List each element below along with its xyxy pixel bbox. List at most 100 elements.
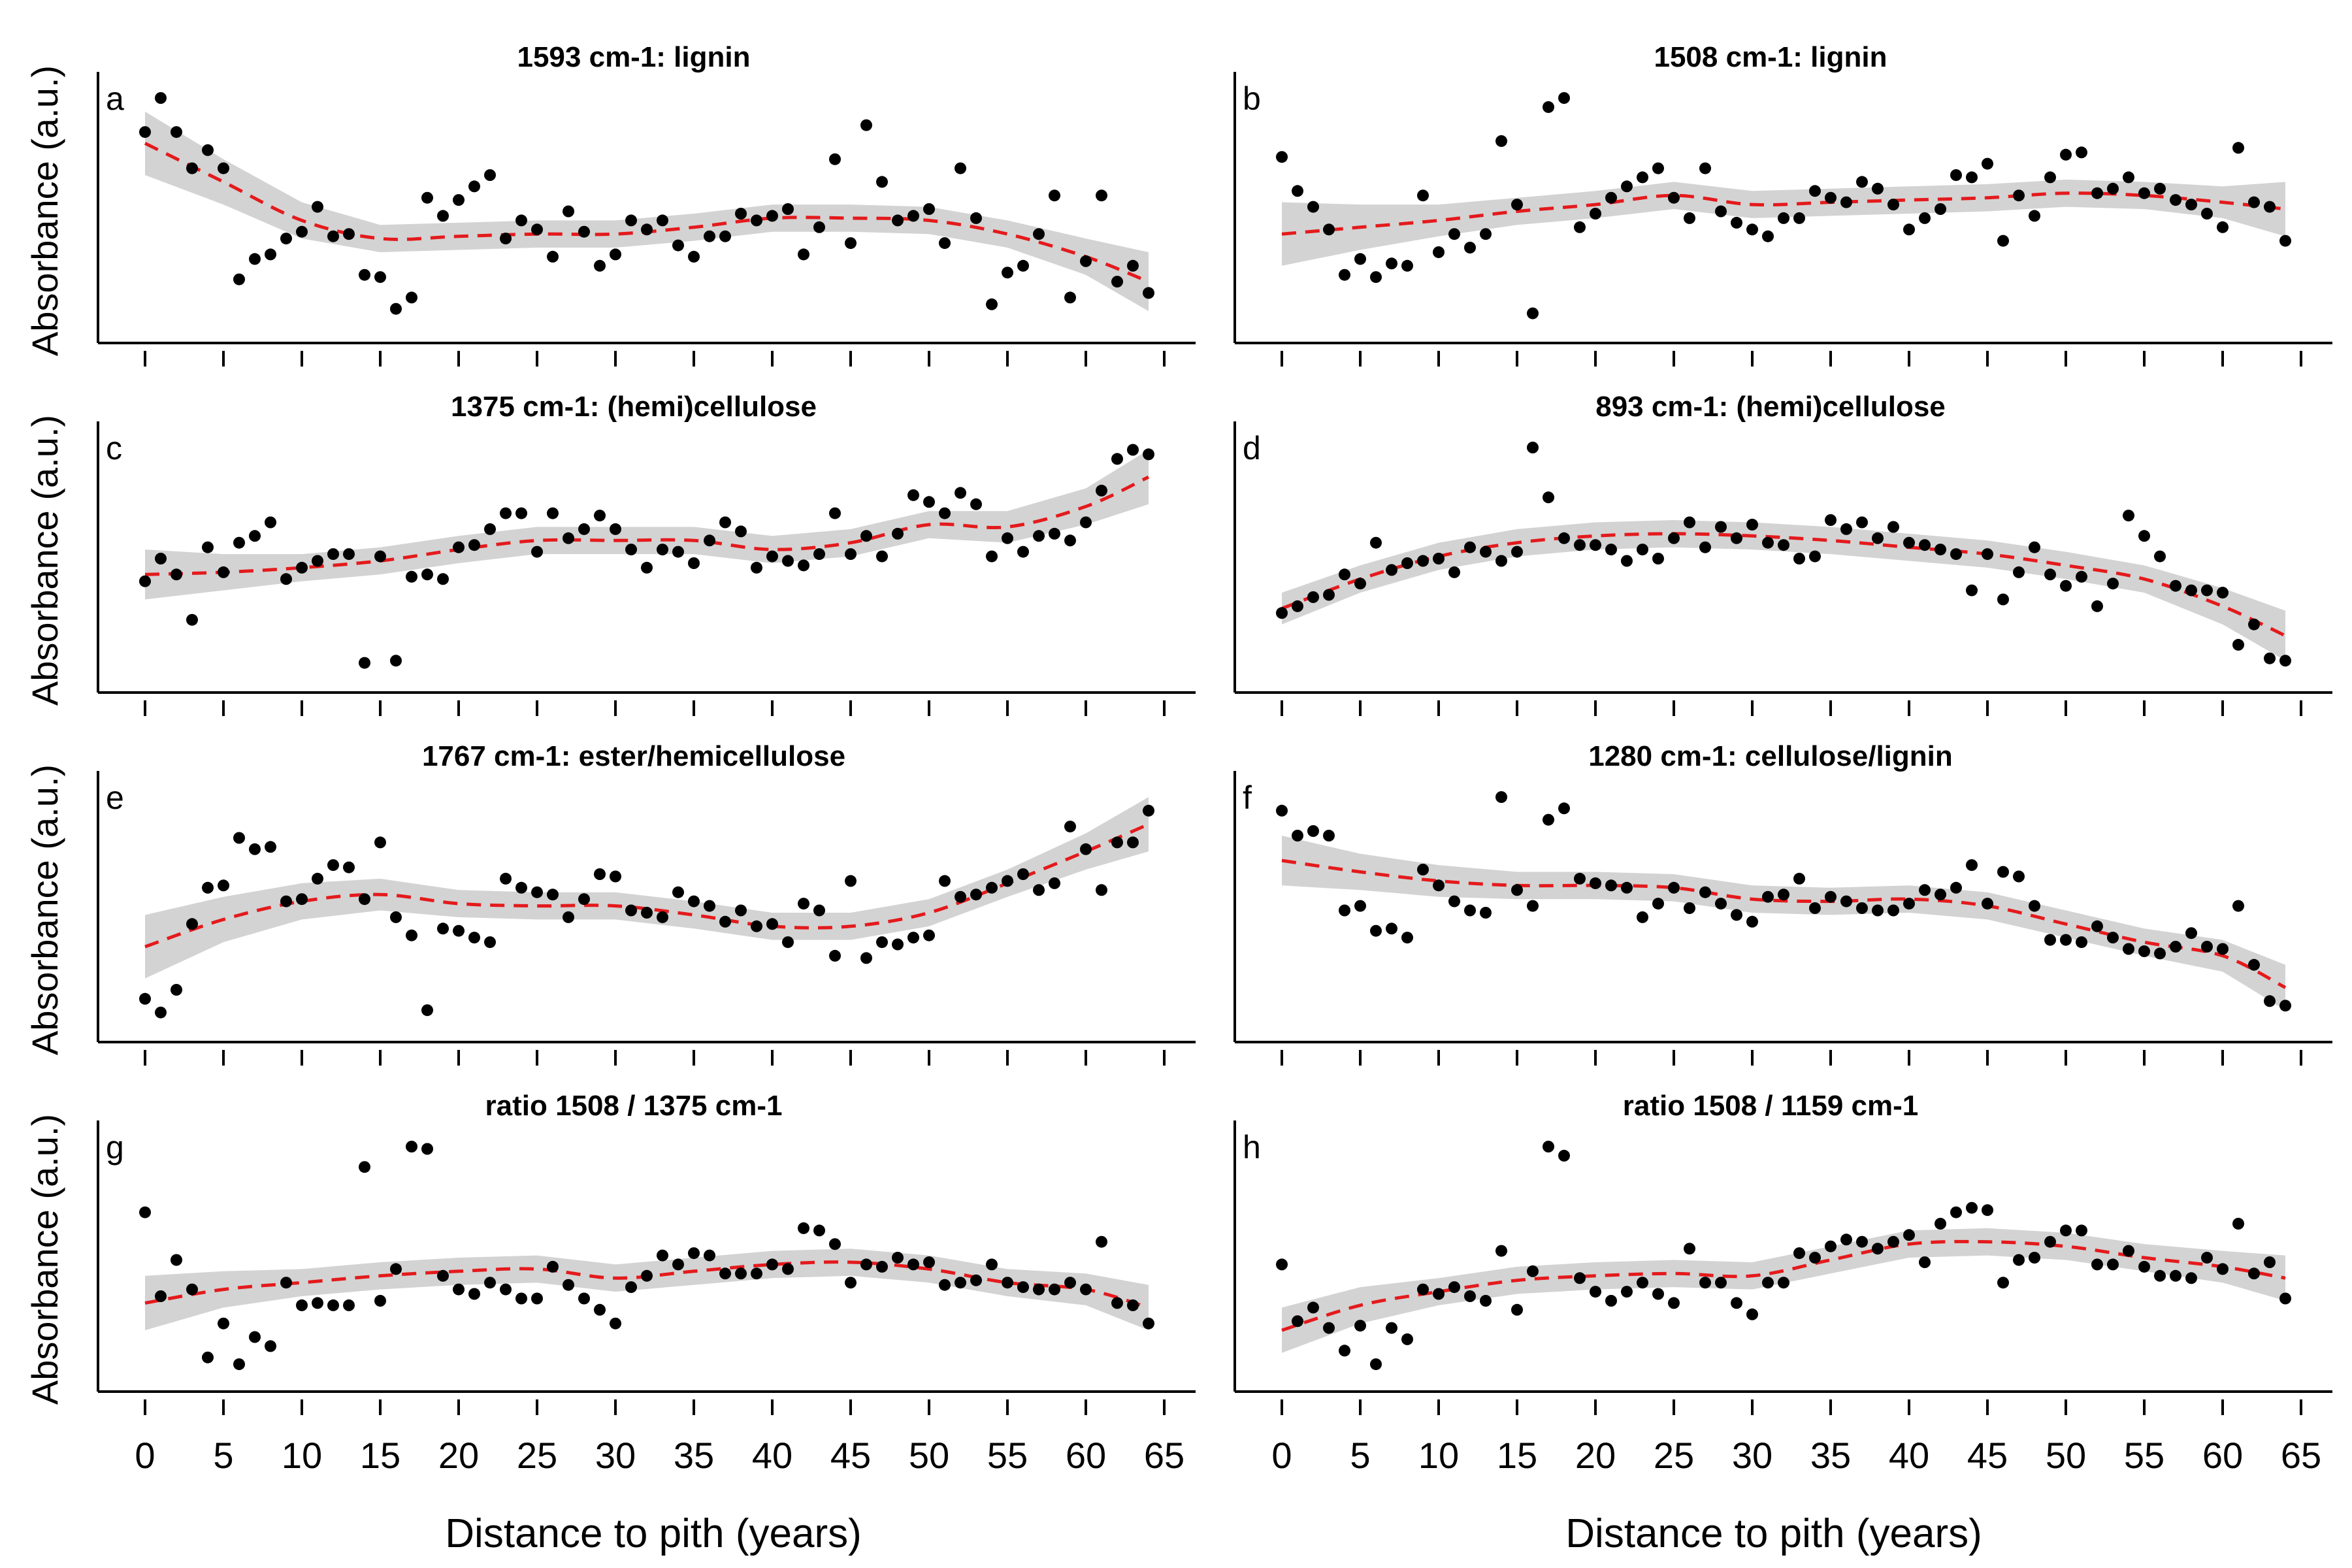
data-point (1002, 267, 1013, 279)
data-point (1872, 904, 1884, 917)
data-point (2107, 1258, 2119, 1271)
data-point (1590, 877, 1601, 889)
data-point (1017, 868, 1029, 880)
data-point (1950, 1206, 1962, 1218)
data-point (171, 984, 182, 996)
data-point (923, 1256, 935, 1268)
panel-b: 1508 cm-1: lignin b (1233, 41, 2332, 367)
data-point (233, 832, 245, 844)
data-point (1511, 546, 1523, 558)
data-point (2264, 1256, 2276, 1268)
data-point (719, 915, 731, 928)
data-point (1276, 607, 1288, 619)
data-point (1715, 205, 1727, 218)
data-point (515, 881, 527, 894)
data-point (1825, 191, 1837, 204)
data-point (1668, 881, 1680, 894)
data-point (1903, 536, 1915, 549)
data-point (2279, 235, 2291, 247)
data-point (1621, 881, 1633, 894)
data-point (1903, 223, 1915, 236)
data-point (374, 1295, 386, 1307)
data-point (892, 938, 904, 951)
x-tick-label: 40 (752, 1435, 792, 1476)
data-point (1307, 201, 1319, 213)
data-point (1558, 532, 1570, 544)
data-point (1637, 1277, 1648, 1289)
data-point (1746, 915, 1758, 928)
data-point (578, 893, 590, 906)
x-tick-label: 55 (987, 1435, 1028, 1476)
data-point (2123, 171, 2134, 184)
data-point (374, 550, 386, 563)
data-point (1448, 895, 1460, 907)
data-point (2060, 934, 2072, 946)
data-point (1511, 199, 1523, 211)
data-point (500, 1283, 512, 1296)
data-point (672, 1258, 684, 1271)
data-point (860, 119, 872, 131)
data-point (782, 1263, 794, 1275)
y-axis-label: Absorbance (a.u.) (24, 415, 65, 706)
data-point (1872, 1243, 1884, 1255)
data-point (1982, 157, 1993, 170)
data-point (1809, 1252, 1821, 1264)
confidence-band (1282, 179, 2285, 266)
data-point (1292, 830, 1303, 841)
data-point (672, 886, 684, 898)
data-point (327, 859, 339, 872)
data-point (2076, 1224, 2087, 1237)
data-point (437, 923, 449, 935)
data-point (1064, 821, 1076, 833)
data-point (1527, 442, 1539, 453)
data-point (876, 176, 888, 188)
data-point (265, 841, 276, 853)
data-point (202, 1351, 214, 1364)
data-point (2060, 1224, 2072, 1237)
data-point (1731, 1297, 1742, 1309)
data-point (2248, 196, 2260, 208)
data-point (453, 1283, 465, 1296)
data-point (1966, 859, 1978, 872)
data-point (829, 949, 841, 962)
data-point (280, 233, 292, 245)
y-axis-label: Absorbance (a.u.) (24, 1114, 65, 1405)
data-point (265, 248, 276, 261)
panel-title: 1508 cm-1: lignin (1654, 41, 1887, 73)
data-point (907, 210, 919, 222)
panel-title: 1375 cm-1: (hemi)cellulose (451, 391, 817, 423)
data-point (798, 898, 809, 910)
data-point (468, 1288, 480, 1300)
panel-title: ratio 1508 / 1159 cm-1 (1623, 1090, 1919, 1122)
data-point (1919, 539, 1931, 551)
data-point (1605, 191, 1617, 204)
data-point (986, 1258, 998, 1271)
x-tick-label: 65 (1144, 1435, 1184, 1476)
data-point (1401, 259, 1413, 272)
data-point (1793, 1247, 1805, 1260)
data-point (1919, 884, 1931, 896)
data-point (280, 573, 292, 585)
data-point (1935, 544, 1946, 556)
data-point (2154, 1269, 2166, 1282)
data-point (1652, 553, 1664, 564)
data-point (1386, 923, 1397, 935)
data-point (1840, 196, 1852, 208)
panel-label: g (106, 1129, 124, 1166)
data-point (1495, 1245, 1507, 1257)
data-point (907, 932, 919, 944)
data-point (625, 1281, 637, 1294)
data-point (594, 1303, 606, 1316)
data-point (970, 498, 982, 510)
data-point (139, 992, 151, 1005)
data-point (939, 237, 951, 250)
data-point (1323, 589, 1335, 601)
data-point (641, 223, 653, 236)
data-point (139, 1206, 151, 1218)
data-point (421, 1004, 433, 1017)
data-point (218, 1317, 229, 1330)
data-point (1997, 866, 2009, 878)
data-point (955, 890, 966, 903)
data-point (1793, 212, 1805, 224)
data-point (782, 555, 794, 567)
